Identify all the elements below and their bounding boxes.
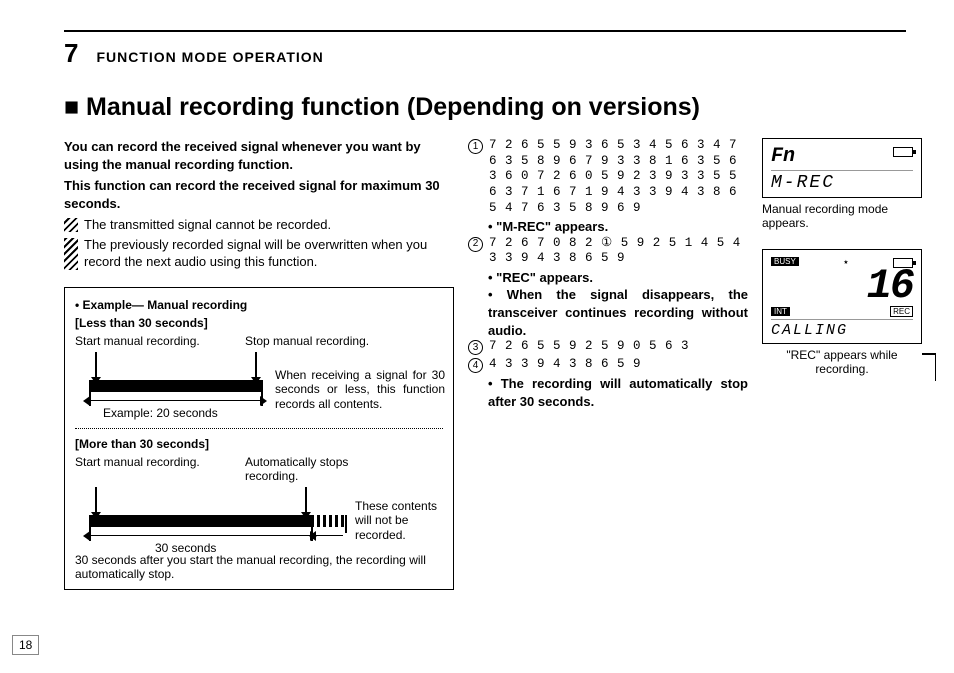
lcd-panel-2: BUSY ★ 16 INT REC CALLING xyxy=(762,249,922,344)
step-1-bullet: • "M-REC" appears. xyxy=(488,218,748,236)
example-sub1: [Less than 30 seconds] xyxy=(75,316,443,330)
label-start-2: Start manual recording. xyxy=(75,455,205,483)
diagram-2-underlabel: 30 seconds xyxy=(155,541,216,555)
lcd2-big: 16 xyxy=(771,268,913,306)
intro-p2: This function can record the received si… xyxy=(64,177,454,212)
example-box: • Example— Manual recording [Less than 3… xyxy=(64,287,454,590)
example-title: • Example— Manual recording xyxy=(75,298,443,312)
section-title: FUNCTION MODE OPERATION xyxy=(96,49,323,65)
step-4-bullet: • The recording will automatically stop … xyxy=(488,375,748,410)
page-header: 7 FUNCTION MODE OPERATION xyxy=(64,30,906,69)
diagram-2-side: These contents will not be recorded. xyxy=(355,499,455,542)
battery-icon xyxy=(893,258,913,268)
note-1: The transmitted signal cannot be recorde… xyxy=(64,216,454,234)
intro-p1: You can record the received signal whene… xyxy=(64,138,454,173)
diagram-1-side: When receiving a signal for 30 seconds o… xyxy=(275,368,445,411)
example-footnote: 30 seconds after you start the manual re… xyxy=(75,553,443,581)
note-2: The previously recorded signal will be o… xyxy=(64,236,454,271)
lcd1-top: Fn xyxy=(771,145,795,168)
hatch-icon xyxy=(64,218,78,232)
step-2: 2 7 2 6 7 0 8 2 ① 5 9 2 5 1 4 5 4 3 3 9 … xyxy=(468,236,748,267)
example-sub2: [More than 30 seconds] xyxy=(75,437,443,451)
note-1-text: The transmitted signal cannot be recorde… xyxy=(84,216,331,234)
step-1: 1 7 2 6 5 5 9 3 6 5 3 4 5 6 3 4 7 6 3 5 … xyxy=(468,138,748,216)
step-4: 4 4 3 3 9 4 3 8 6 5 9 xyxy=(468,357,748,373)
step-1-num: 1 xyxy=(468,139,483,154)
step-3-text: 7 2 6 5 5 9 2 5 9 0 5 6 3 xyxy=(489,339,689,355)
step-4-text: 4 3 3 9 4 3 8 6 5 9 xyxy=(489,357,641,373)
battery-icon xyxy=(893,147,913,157)
diagram-1-underlabel: Example: 20 seconds xyxy=(103,406,218,420)
diagram-1: Example: 20 seconds When receiving a sig… xyxy=(75,350,443,420)
middle-column: 1 7 2 6 5 5 9 3 6 5 3 4 5 6 3 4 7 6 3 5 … xyxy=(468,138,748,590)
lcd1-line: M-REC xyxy=(771,170,913,193)
page-title: ■ Manual recording function (Depending o… xyxy=(64,93,906,122)
dotted-separator xyxy=(75,428,443,429)
busy-chip: BUSY xyxy=(771,257,799,266)
step-3-num: 3 xyxy=(468,340,483,355)
label-stop-1: Stop manual recording. xyxy=(245,334,375,348)
left-column: You can record the received signal whene… xyxy=(64,138,454,590)
right-column: Fn M-REC Manual recording mode appears. … xyxy=(762,138,932,590)
step-1-text: 7 2 6 5 5 9 3 6 5 3 4 5 6 3 4 7 6 3 5 8 … xyxy=(489,138,748,216)
int-chip: INT xyxy=(771,307,790,316)
rec-chip: REC xyxy=(890,306,913,317)
diagram-2: 30 seconds These contents will not be re… xyxy=(75,485,443,547)
intro-block: You can record the received signal whene… xyxy=(64,138,454,212)
section-number: 7 xyxy=(64,38,78,69)
lcd2-caption: "REC" appears while recording. xyxy=(762,348,922,377)
step-2-bullet-2: • When the signal disappears, the transc… xyxy=(488,286,748,339)
step-2-num: 2 xyxy=(468,237,483,252)
step-3: 3 7 2 6 5 5 9 2 5 9 0 5 6 3 xyxy=(468,339,748,355)
note-2-text: The previously recorded signal will be o… xyxy=(84,236,454,271)
step-2-text: 7 2 6 7 0 8 2 ① 5 9 2 5 1 4 5 4 3 3 9 4 … xyxy=(489,236,748,267)
label-start-1: Start manual recording. xyxy=(75,334,205,348)
hatch-icon xyxy=(64,238,78,270)
lcd2-line: CALLING xyxy=(771,319,913,339)
lcd-panel-1: Fn M-REC xyxy=(762,138,922,198)
step-2-bullet-1: • "REC" appears. xyxy=(488,269,748,287)
step-4-num: 4 xyxy=(468,358,483,373)
page-number: 18 xyxy=(12,635,39,655)
lcd1-caption: Manual recording mode appears. xyxy=(762,202,922,231)
label-stop-2: Automatically stops recording. xyxy=(245,455,375,483)
